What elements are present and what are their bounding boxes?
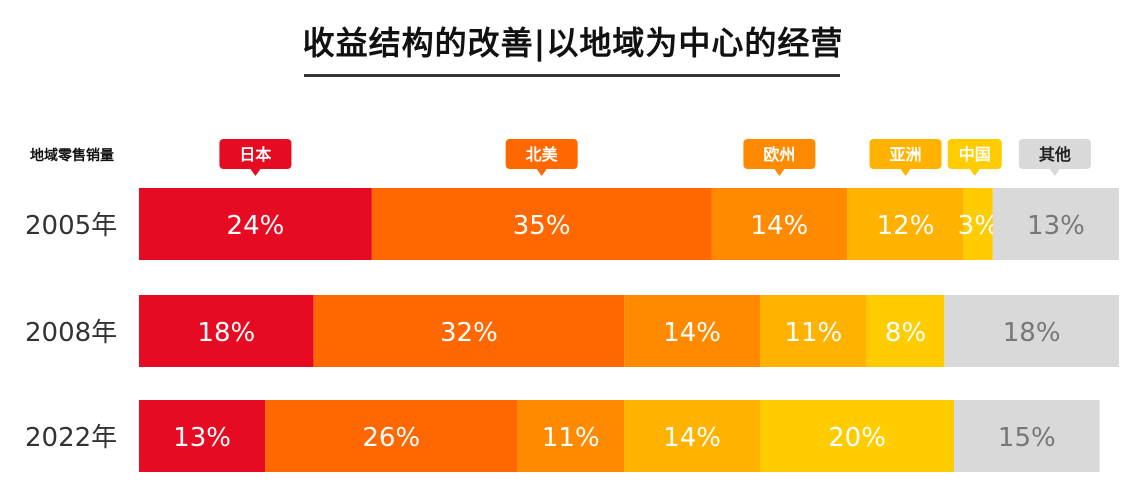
data-label: 35% [513, 211, 571, 241]
data-label: 11% [784, 318, 842, 348]
axis-caption: 地域零售销量 [30, 148, 114, 164]
bar-segment [711, 188, 848, 260]
data-label: 18% [197, 318, 255, 348]
bar-segment [139, 400, 266, 472]
bar-segment [371, 188, 712, 260]
data-label: 12% [877, 211, 935, 241]
bar-segment [265, 400, 518, 472]
data-label: 8% [885, 318, 926, 348]
data-label: 13% [173, 423, 231, 453]
data-label: 20% [828, 423, 886, 453]
legend-tag [869, 139, 942, 169]
legend-label: 亚洲 [890, 145, 922, 164]
data-label: 3% [958, 211, 999, 241]
row-label: 2008年 [25, 318, 117, 348]
data-label: 32% [440, 318, 498, 348]
bar-segment [954, 400, 1100, 472]
legend-tag [743, 139, 816, 169]
bar-segment [517, 400, 625, 472]
bar-segment [866, 295, 945, 367]
data-label: 14% [663, 423, 721, 453]
data-label: 14% [663, 318, 721, 348]
legend-tag-pointer [536, 169, 547, 176]
legend-label: 北美 [526, 145, 559, 164]
bar-segment [944, 295, 1119, 367]
data-label: 15% [998, 423, 1056, 453]
title-underline [304, 74, 840, 77]
data-label: 24% [227, 211, 285, 241]
data-label: 18% [1003, 318, 1061, 348]
data-label: 26% [362, 423, 420, 453]
legend-tag-pointer [1049, 169, 1060, 176]
bar-segment [313, 295, 625, 367]
legend-tag-pointer [900, 169, 911, 176]
bar-segment [624, 400, 760, 472]
legend-tag [1018, 139, 1091, 169]
row-label: 2005年 [25, 211, 117, 241]
bar-segment [139, 295, 314, 367]
row-label: 2022年 [25, 423, 117, 453]
legend-tag [947, 139, 1002, 169]
legend-label: 日本 [239, 145, 271, 164]
bar-segment [992, 188, 1119, 260]
bar-segment [139, 188, 372, 260]
legend-tag [505, 139, 578, 169]
bar-segment [759, 295, 867, 367]
legend-label: 欧州 [763, 145, 795, 164]
data-label: 11% [542, 423, 600, 453]
bar-segment [963, 188, 993, 260]
legend-tag [219, 139, 292, 169]
legend-tag-pointer [774, 169, 785, 176]
chart-title: 收益结构的改善|以地域为中心的经营 [302, 24, 844, 62]
bar-segment [847, 188, 964, 260]
legend-tag-pointer [969, 169, 980, 176]
legend-tag-pointer [250, 169, 261, 176]
bar-segment [624, 295, 760, 367]
bar-segment [759, 400, 955, 472]
legend-label: 其他 [1039, 145, 1071, 164]
data-label: 14% [750, 211, 808, 241]
data-label: 13% [1027, 211, 1085, 241]
legend-label: 中国 [959, 145, 991, 164]
